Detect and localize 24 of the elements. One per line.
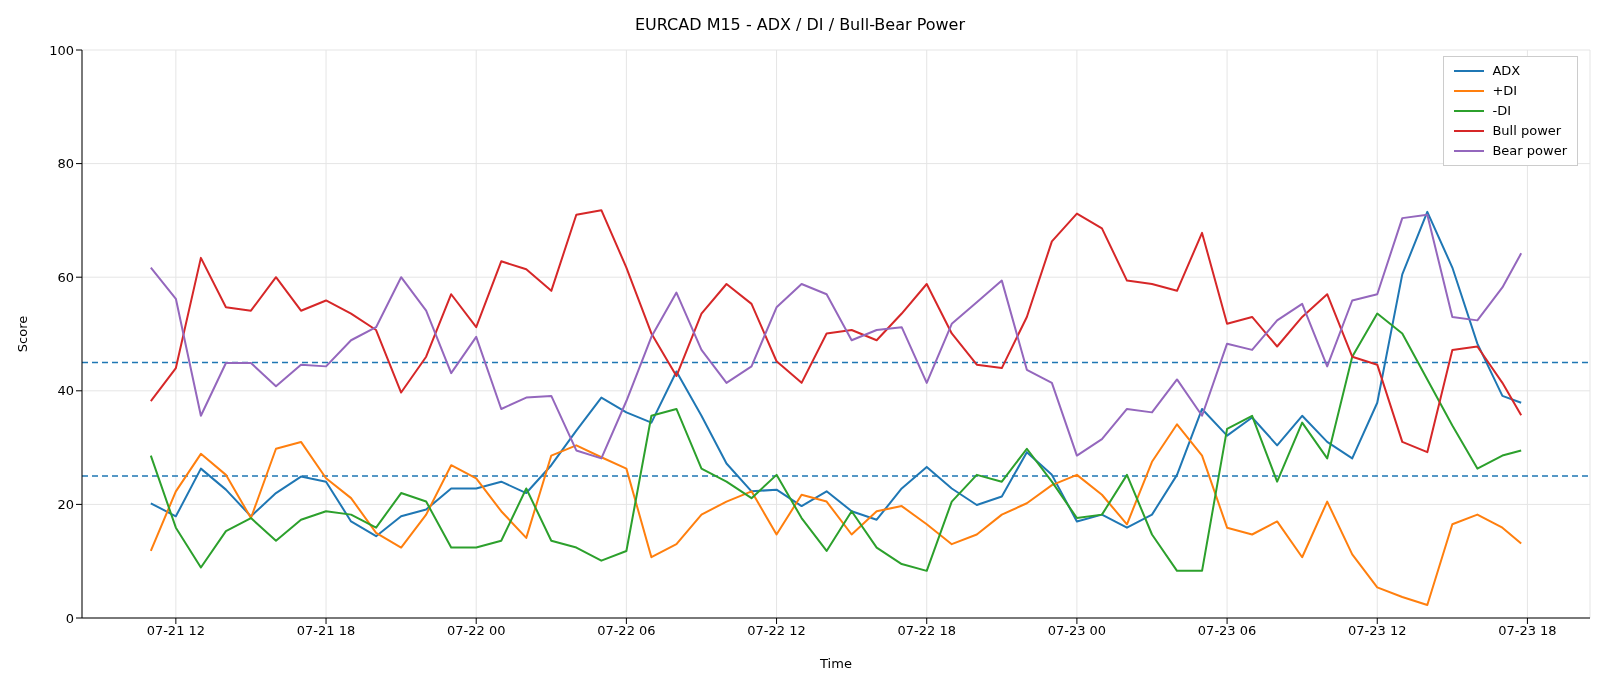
x-tick-label: 07-21 12 <box>146 623 206 639</box>
y-tick-label: 80 <box>57 156 74 172</box>
legend-label: -DI <box>1492 102 1511 120</box>
legend-label: Bear power <box>1492 142 1567 160</box>
x-tick-label: 07-21 18 <box>296 623 356 639</box>
legend-label: Bull power <box>1492 122 1562 140</box>
x-tick-label: 07-22 06 <box>597 623 656 639</box>
legend-label: ADX <box>1492 62 1521 80</box>
x-tick-label: 07-22 12 <box>747 623 806 639</box>
y-tick-label: 20 <box>57 497 74 513</box>
y-axis-title: Score <box>14 315 30 353</box>
y-tick-label: 0 <box>65 610 74 626</box>
x-tick-label: 07-22 00 <box>446 623 506 639</box>
x-axis-title: Time <box>819 656 852 671</box>
x-tick-label: 07-23 18 <box>1498 623 1557 639</box>
legend-label: +DI <box>1492 82 1518 100</box>
chart-title: EURCAD M15 - ADX / DI / Bull-Bear Power <box>633 14 966 36</box>
x-tick-label: 07-23 00 <box>1047 623 1107 639</box>
y-tick-label: 100 <box>49 42 74 58</box>
x-tick-label: 07-22 18 <box>897 623 956 639</box>
x-tick-label: 07-23 06 <box>1197 623 1257 639</box>
x-tick-label: 07-23 12 <box>1348 623 1407 639</box>
y-tick-label: 60 <box>57 269 74 285</box>
y-tick-label: 40 <box>57 383 74 399</box>
